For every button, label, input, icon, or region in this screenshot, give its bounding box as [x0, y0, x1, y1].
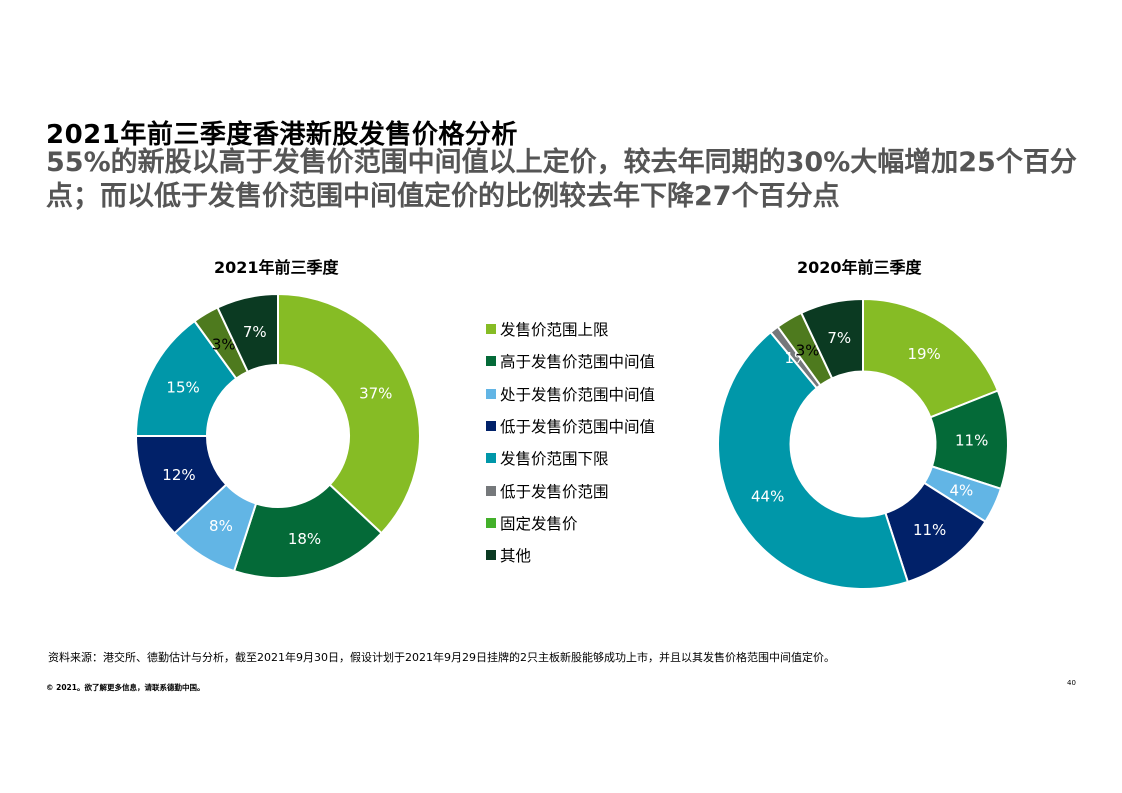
donut-2021-label-6: 3% — [212, 335, 236, 353]
legend-item: 低于发售价范围中间值 — [486, 410, 655, 442]
donut-2021-label-1: 18% — [288, 530, 321, 548]
legend-swatch — [486, 356, 496, 367]
donut-2021-label-0: 37% — [359, 385, 392, 403]
legend-swatch — [486, 517, 496, 528]
legend-swatch — [486, 550, 496, 561]
donut-2021-label-7: 7% — [243, 323, 267, 341]
legend-label: 发售价范围上限 — [500, 321, 609, 340]
donut-2020-label-1: 11% — [955, 432, 988, 450]
donut-2020-slice-7 — [799, 297, 864, 380]
donut-2020-slice-0 — [862, 297, 1000, 419]
legend-item: 处于发售价范围中间值 — [486, 378, 655, 410]
page-number: 40 — [1067, 679, 1076, 687]
legend-label: 处于发售价范围中间值 — [500, 385, 656, 404]
donut-2020-label-4: 44% — [751, 487, 784, 505]
page-subtitle: 55%的新股以高于发售价范围中间值以上定价，较去年同期的30%大幅增加25个百分… — [46, 147, 1077, 212]
legend-item: 发售价范围下限 — [486, 442, 655, 474]
donut-2021-slice-1 — [232, 483, 383, 579]
donut-2020-label-0: 19% — [907, 345, 940, 363]
chart-legend: 发售价范围上限 高于发售价范围中间值 处于发售价范围中间值 低于发售价范围中间值… — [486, 313, 655, 571]
donut-2021-slice-0 — [277, 292, 421, 535]
donut-2021-label-2: 8% — [209, 517, 233, 535]
donut-2020-slice-4 — [717, 330, 910, 590]
legend-swatch — [486, 421, 496, 432]
legend-swatch — [486, 485, 496, 496]
legend-label: 低于发售价范围 — [500, 482, 609, 501]
legend-item: 固定发售价 — [486, 507, 655, 539]
legend-label: 低于发售价范围中间值 — [500, 418, 656, 437]
donut-2021-label-3: 12% — [162, 466, 195, 484]
source-note: 资料来源：港交所、德勤估计与分析，截至2021年9月30日，假设计划于2021年… — [48, 651, 835, 664]
legend-swatch — [486, 388, 496, 399]
donut-2020-label-7: 7% — [827, 329, 851, 347]
legend-label: 发售价范围下限 — [500, 450, 609, 469]
legend-swatch — [486, 453, 496, 464]
donut-2020-label-6: 3% — [796, 341, 820, 359]
legend-item: 发售价范围上限 — [486, 313, 655, 345]
chart-title-2021: 2021年前三季度 — [214, 258, 339, 277]
legend-label: 其他 — [500, 547, 532, 566]
legend-item: 其他 — [486, 539, 655, 571]
donut-2020-label-3: 11% — [913, 521, 946, 539]
page-title: 2021年前三季度香港新股发售价格分析 — [46, 120, 518, 150]
chart-title-2020: 2020年前三季度 — [797, 258, 922, 277]
copyright: © 2021。欲了解更多信息，请联系德勤中国。 — [46, 683, 205, 692]
legend-label: 固定发售价 — [500, 514, 578, 533]
legend-swatch — [486, 324, 496, 335]
legend-item: 高于发售价范围中间值 — [486, 345, 655, 377]
legend-item: 低于发售价范围 — [486, 474, 655, 506]
legend-label: 高于发售价范围中间值 — [500, 353, 656, 372]
donut-2020-label-2: 4% — [950, 481, 974, 499]
donut-2021-slice-7 — [216, 292, 279, 374]
donut-2021-label-4: 15% — [166, 379, 199, 397]
